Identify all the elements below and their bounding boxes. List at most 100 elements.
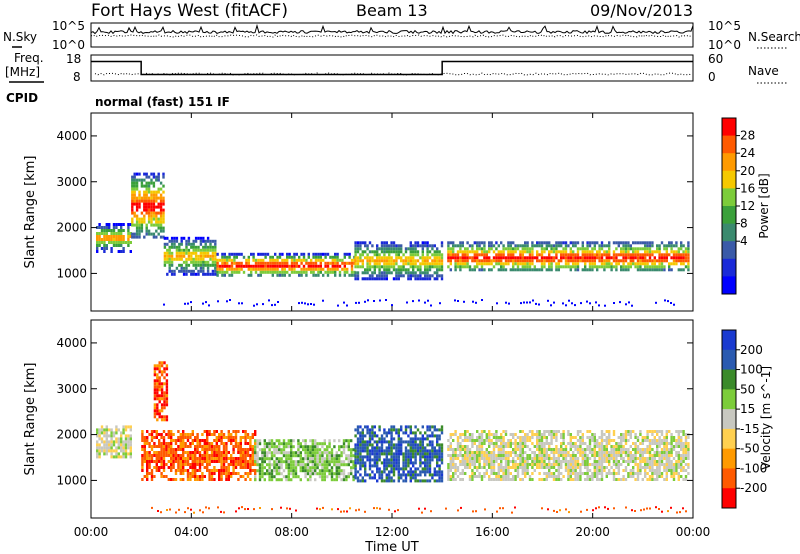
echo-cell <box>368 458 372 462</box>
echo-cell <box>170 478 173 481</box>
echo-cell <box>110 452 113 456</box>
echo-cell <box>324 270 327 274</box>
echo-cell <box>504 442 508 445</box>
echo-cell <box>380 274 384 278</box>
echo-cell <box>466 448 469 451</box>
echo-cell <box>138 193 141 197</box>
echo-cell <box>147 211 151 215</box>
echo-cell <box>180 263 183 267</box>
echo-cell <box>206 248 210 252</box>
echo-cell <box>162 430 166 433</box>
echo-cell <box>105 431 108 435</box>
echo-cell <box>461 463 464 466</box>
echo-cell <box>485 463 488 466</box>
echo-cell <box>488 460 491 463</box>
echo-cell <box>504 475 508 478</box>
echo-cell <box>225 454 228 457</box>
echo-cell <box>644 250 647 254</box>
echo-cell <box>135 184 139 188</box>
echo-cell <box>103 238 106 241</box>
echo-cell <box>297 460 300 464</box>
echo-cell <box>414 455 417 459</box>
echo-cell <box>366 271 369 275</box>
echo-cell <box>298 270 301 274</box>
echo-cell <box>378 253 381 257</box>
echo-cell <box>584 478 587 481</box>
echo-cell <box>373 262 376 266</box>
echo-cell <box>402 452 405 456</box>
echo-cell <box>96 428 99 432</box>
echo-cell <box>361 446 364 450</box>
echo-cell <box>213 460 216 463</box>
echo-cell <box>656 478 659 481</box>
echo-cell <box>167 430 170 433</box>
echo-cell <box>490 433 493 436</box>
echo-cell <box>600 457 604 460</box>
echo-cell <box>526 250 529 254</box>
echo-cell <box>358 301 360 304</box>
colorbar-tick-label: 16 <box>740 181 755 195</box>
echo-cell <box>218 478 221 481</box>
echo-cell <box>543 433 546 436</box>
echo-cell <box>634 472 637 475</box>
echo-cell <box>440 473 444 477</box>
echo-cell <box>639 466 642 469</box>
echo-cell <box>433 470 436 474</box>
echo-cell <box>186 454 190 457</box>
echo-cell <box>247 264 250 268</box>
echo-cell <box>520 302 522 305</box>
echo-cell <box>672 259 676 263</box>
echo-cell <box>483 244 486 248</box>
echo-cell <box>430 304 432 307</box>
echo-cell <box>170 430 173 433</box>
echo-cell <box>581 436 584 439</box>
echo-cell <box>288 264 291 268</box>
echo-cell <box>196 451 199 454</box>
echo-cell <box>110 437 113 441</box>
echo-cell <box>529 301 531 304</box>
echo-cell <box>143 199 146 203</box>
echo-cell <box>167 460 170 463</box>
echo-cell <box>326 252 330 256</box>
echo-cell <box>605 436 608 439</box>
echo-cell <box>157 220 160 224</box>
echo-cell <box>519 448 522 451</box>
echo-cell <box>182 469 185 472</box>
echo-cell <box>250 264 253 268</box>
echo-cell <box>438 274 441 278</box>
echo-cell <box>323 472 326 476</box>
echo-cell <box>196 463 199 466</box>
echo-cell <box>524 472 527 475</box>
echo-cell <box>521 247 524 251</box>
echo-cell <box>617 244 620 248</box>
echo-cell <box>658 457 661 460</box>
echo-cell <box>345 478 348 482</box>
echo-cell <box>617 463 620 466</box>
echo-cell <box>288 255 291 259</box>
echo-cell <box>648 454 652 457</box>
echo-cell <box>651 268 654 272</box>
echo-cell <box>454 262 457 266</box>
echo-cell <box>254 463 257 466</box>
echo-cell <box>383 461 386 465</box>
echo-cell <box>627 451 630 454</box>
echo-cell <box>438 268 441 272</box>
echo-cell <box>278 457 281 461</box>
echo-cell <box>166 236 169 240</box>
echo-cell <box>124 443 128 447</box>
echo-cell <box>555 475 558 478</box>
echo-cell <box>608 472 611 475</box>
echo-cell <box>636 259 640 263</box>
echo-cell <box>490 472 493 475</box>
echo-cell <box>165 391 169 395</box>
echo-cell <box>368 241 372 245</box>
echo-cell <box>596 469 599 472</box>
echo-cell <box>152 217 156 221</box>
sky-tick-top-right: 10^5 <box>708 19 741 33</box>
echo-cell <box>120 440 123 444</box>
echo-cell <box>232 451 235 454</box>
echo-cell <box>550 256 553 260</box>
echo-cell <box>610 448 613 451</box>
echo-cell <box>653 469 656 472</box>
echo-cell <box>608 436 611 439</box>
